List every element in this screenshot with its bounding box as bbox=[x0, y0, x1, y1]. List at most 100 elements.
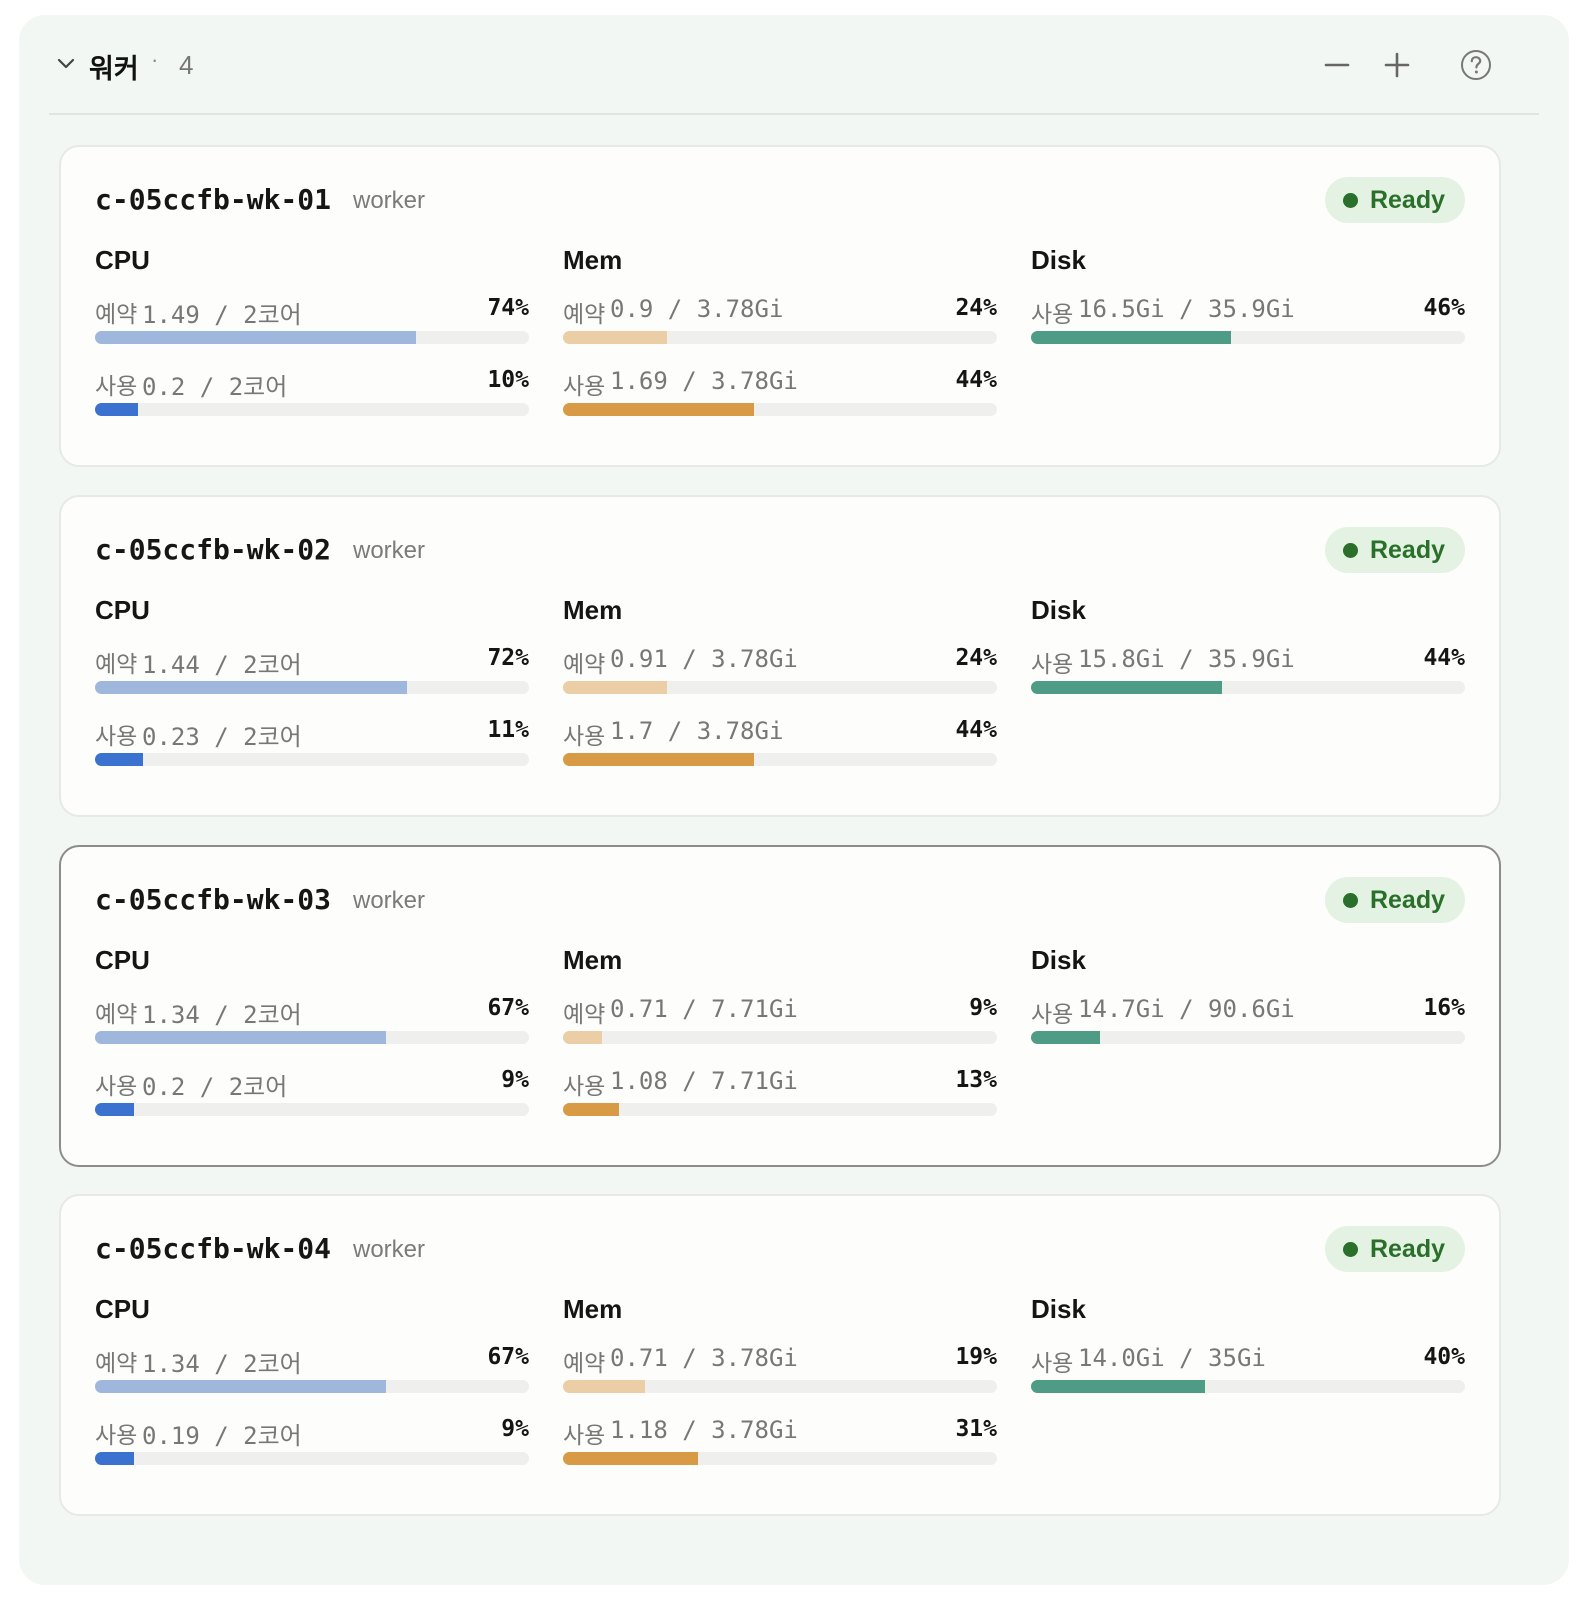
metric-percent: 44% bbox=[1423, 645, 1465, 671]
metric-label: 예약 bbox=[95, 651, 138, 677]
metric-percent: 11% bbox=[487, 717, 529, 743]
progress-track bbox=[563, 1380, 997, 1393]
disk-used-metric: 사용 15.8Gi / 35.9Gi 44% bbox=[1031, 635, 1465, 707]
progress-track bbox=[563, 331, 997, 344]
help-icon[interactable] bbox=[1460, 49, 1492, 81]
metric-label: 사용 bbox=[563, 1422, 606, 1448]
metric-value: 14.0Gi / 35Gi bbox=[1078, 1344, 1266, 1372]
cpu-column: CPU 예약 1.34 / 2코어 67% 사용 0.19 / 2코어 9% bbox=[95, 1294, 529, 1478]
cpu-title: CPU bbox=[95, 245, 150, 275]
metric-value: 16.5Gi / 35.9Gi bbox=[1078, 295, 1295, 323]
metric-percent: 24% bbox=[955, 645, 997, 671]
node-card-1[interactable]: c-05ccfb-wk-01 worker Ready CPU 예약 1.49 … bbox=[59, 145, 1501, 467]
status-label: Ready bbox=[1369, 885, 1445, 914]
node-name: c-05ccfb-wk-04 bbox=[95, 1232, 332, 1265]
mem-used-metric: 사용 1.18 / 3.78Gi 31% bbox=[563, 1406, 997, 1478]
metric-percent: 46% bbox=[1423, 295, 1465, 321]
metric-label: 사용 bbox=[563, 373, 606, 399]
node-card-4[interactable]: c-05ccfb-wk-04 worker Ready CPU 예약 1.34 … bbox=[59, 1194, 1501, 1516]
mem-reserved-bar bbox=[563, 681, 668, 694]
status-label: Ready bbox=[1369, 1234, 1445, 1263]
progress-track bbox=[1031, 681, 1465, 694]
metric-value: 14.7Gi / 90.6Gi bbox=[1078, 995, 1295, 1023]
disk-column: Disk 사용 14.7Gi / 90.6Gi 16% bbox=[1031, 945, 1465, 1057]
mem-used-metric: 사용 1.7 / 3.78Gi 44% bbox=[563, 707, 997, 779]
cpu-title: CPU bbox=[95, 945, 150, 975]
metric-value: 1.7 / 3.78Gi bbox=[610, 717, 784, 745]
mem-reserved-metric: 예약 0.71 / 7.71Gi 9% bbox=[563, 985, 997, 1057]
disk-title: Disk bbox=[1031, 595, 1086, 625]
progress-track bbox=[95, 681, 529, 694]
metric-label: 사용 bbox=[1031, 1350, 1074, 1376]
cpu-used-bar bbox=[95, 1452, 135, 1465]
progress-track bbox=[95, 1452, 529, 1465]
progress-track bbox=[95, 1031, 529, 1044]
cpu-used-metric: 사용 0.2 / 2코어 9% bbox=[95, 1057, 529, 1129]
metric-percent: 44% bbox=[955, 717, 997, 743]
disk-title: Disk bbox=[1031, 945, 1086, 975]
disk-title: Disk bbox=[1031, 1294, 1086, 1324]
status-dot-icon bbox=[1342, 542, 1358, 558]
metric-percent: 10% bbox=[487, 367, 529, 393]
cpu-reserved-bar bbox=[95, 681, 408, 694]
metric-label: 사용 bbox=[563, 723, 606, 749]
plus-icon[interactable] bbox=[1381, 49, 1413, 81]
disk-column: Disk 사용 16.5Gi / 35.9Gi 46% bbox=[1031, 245, 1465, 357]
mem-reserved-bar bbox=[563, 331, 668, 344]
progress-track bbox=[563, 753, 997, 766]
metric-value: 0.91 / 3.78Gi bbox=[610, 645, 798, 673]
disk-column: Disk 사용 15.8Gi / 35.9Gi 44% bbox=[1031, 595, 1465, 707]
progress-track bbox=[563, 681, 997, 694]
status-dot-icon bbox=[1342, 192, 1358, 208]
node-card-3[interactable]: c-05ccfb-wk-03 worker Ready CPU 예약 1.34 … bbox=[59, 845, 1501, 1167]
status-dot-icon bbox=[1342, 1241, 1358, 1257]
mem-column: Mem 예약 0.9 / 3.78Gi 24% 사용 1.69 / 3.78Gi… bbox=[563, 245, 997, 429]
workers-panel: 워커 · 4 c-05ccfb-wk-01 worker Ready CPU bbox=[19, 15, 1569, 1585]
mem-used-metric: 사용 1.08 / 7.71Gi 13% bbox=[563, 1057, 997, 1129]
metric-label: 사용 bbox=[563, 1073, 606, 1099]
node-name: c-05ccfb-wk-03 bbox=[95, 883, 332, 916]
metric-percent: 74% bbox=[487, 295, 529, 321]
cpu-used-metric: 사용 0.23 / 2코어 11% bbox=[95, 707, 529, 779]
disk-used-bar bbox=[1031, 331, 1231, 344]
metric-value: 0.23 / 2코어 bbox=[142, 723, 302, 751]
status-badge: Ready bbox=[1324, 877, 1465, 923]
metric-label: 예약 bbox=[563, 1001, 606, 1027]
progress-track bbox=[563, 1103, 997, 1116]
metric-label: 사용 bbox=[95, 1422, 138, 1448]
metric-label: 예약 bbox=[95, 1001, 138, 1027]
metric-percent: 44% bbox=[955, 367, 997, 393]
node-name: c-05ccfb-wk-01 bbox=[95, 183, 332, 216]
mem-used-bar bbox=[563, 753, 754, 766]
metric-percent: 40% bbox=[1423, 1344, 1465, 1370]
metric-percent: 19% bbox=[955, 1344, 997, 1370]
metric-value: 1.34 / 2코어 bbox=[142, 1001, 302, 1029]
chevron-down-icon[interactable] bbox=[53, 51, 79, 77]
disk-title: Disk bbox=[1031, 245, 1086, 275]
metric-percent: 9% bbox=[501, 1067, 529, 1093]
mem-title: Mem bbox=[563, 595, 623, 625]
disk-used-bar bbox=[1031, 1031, 1101, 1044]
mem-used-bar bbox=[563, 403, 754, 416]
metric-percent: 9% bbox=[501, 1416, 529, 1442]
mem-reserved-metric: 예약 0.71 / 3.78Gi 19% bbox=[563, 1334, 997, 1406]
mem-title: Mem bbox=[563, 1294, 623, 1324]
cpu-used-metric: 사용 0.2 / 2코어 10% bbox=[95, 357, 529, 429]
metric-value: 0.19 / 2코어 bbox=[142, 1422, 302, 1450]
progress-track bbox=[563, 1452, 997, 1465]
metric-percent: 16% bbox=[1423, 995, 1465, 1021]
progress-track bbox=[1031, 1031, 1465, 1044]
node-card-2[interactable]: c-05ccfb-wk-02 worker Ready CPU 예약 1.44 … bbox=[59, 495, 1501, 817]
panel-header: 워커 · 4 bbox=[49, 15, 1539, 115]
progress-track bbox=[563, 403, 997, 416]
mem-column: Mem 예약 0.91 / 3.78Gi 24% 사용 1.7 / 3.78Gi… bbox=[563, 595, 997, 779]
minus-icon[interactable] bbox=[1321, 49, 1353, 81]
metric-value: 0.71 / 7.71Gi bbox=[610, 995, 798, 1023]
cpu-reserved-bar bbox=[95, 1380, 386, 1393]
progress-track bbox=[563, 1031, 997, 1044]
progress-track bbox=[95, 1103, 529, 1116]
cpu-column: CPU 예약 1.44 / 2코어 72% 사용 0.23 / 2코어 11% bbox=[95, 595, 529, 779]
mem-reserved-bar bbox=[563, 1380, 646, 1393]
metric-label: 사용 bbox=[1031, 1001, 1074, 1027]
mem-used-bar bbox=[563, 1103, 620, 1116]
